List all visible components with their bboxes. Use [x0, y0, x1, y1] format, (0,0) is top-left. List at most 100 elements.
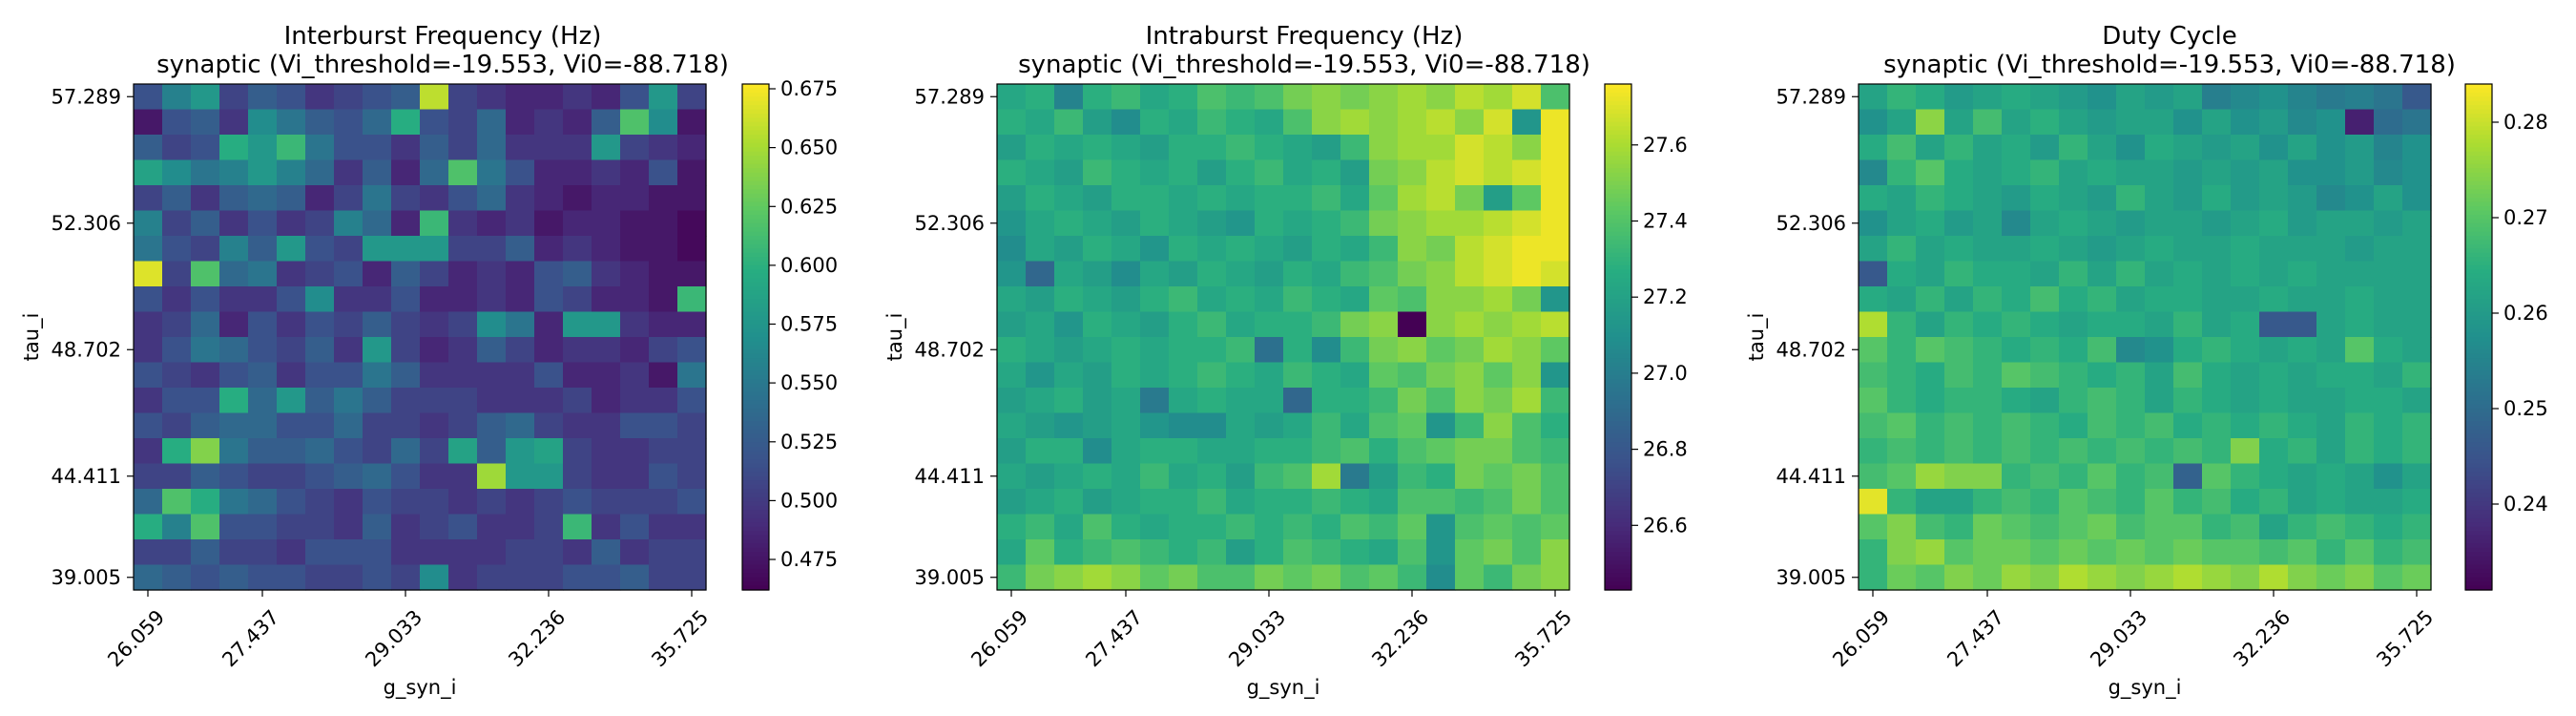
heatmap-cell	[2288, 185, 2317, 212]
colorbar-segment	[2465, 547, 2492, 553]
heatmap-cell	[219, 261, 249, 287]
heatmap-cell	[1973, 388, 2003, 414]
heatmap-cell	[477, 135, 507, 161]
heatmap-cell	[1026, 311, 1055, 338]
heatmap-cell	[391, 210, 421, 237]
heatmap-cell	[1283, 463, 1313, 490]
colorbar-segment	[2465, 231, 2492, 237]
heatmap-cell	[1859, 388, 1888, 414]
heatmap-cell	[2088, 84, 2117, 111]
heatmap-cell	[506, 286, 535, 313]
heatmap-cell	[2145, 286, 2174, 313]
heatmap-cell	[2116, 412, 2146, 439]
heatmap-cell	[2173, 135, 2203, 161]
heatmap-cell	[191, 286, 220, 313]
heatmap-cell	[305, 311, 335, 338]
heatmap-cell	[2345, 135, 2375, 161]
heatmap-cell	[2145, 261, 2174, 287]
colorbar-segment	[2465, 556, 2492, 561]
heatmap-cell	[1426, 388, 1456, 414]
heatmap-cell	[649, 564, 678, 591]
heatmap-panel-interburst: Interburst Frequency (Hz) synaptic (Vi_t…	[20, 22, 838, 700]
heatmap-cell	[1916, 311, 1945, 338]
colorbar	[1605, 84, 1631, 591]
heatmap-cell	[1944, 388, 1974, 414]
colorbar-segment	[1605, 412, 1631, 418]
heatmap-cell	[2288, 564, 2317, 591]
x-axis-ticks: 26.059 27.437 29.033 32.236 35.725	[966, 590, 1576, 671]
heatmap-cell	[2374, 438, 2403, 465]
heatmap-cell	[363, 210, 392, 237]
heatmap-cell	[2374, 362, 2403, 389]
heatmap-cell	[2088, 388, 2117, 414]
heatmap-cell	[2145, 185, 2174, 212]
heatmap-cell	[2288, 539, 2317, 566]
heatmap-cell	[1944, 362, 1974, 389]
heatmap-cell	[2030, 84, 2060, 111]
heatmap-cell	[1455, 286, 1485, 313]
heatmap-cell	[534, 463, 564, 490]
heatmap-cell	[1226, 286, 1256, 313]
heatmap-cell	[2002, 109, 2031, 136]
colorbar-segment	[2465, 273, 2492, 279]
heatmap-cell	[997, 286, 1027, 313]
colorbar-segment	[1605, 560, 1631, 566]
colorbar-segment	[1605, 227, 1631, 233]
heatmap-cell	[1484, 286, 1513, 313]
heatmap-cell	[1973, 362, 2003, 389]
colorbar-segment	[1605, 299, 1631, 305]
heatmap-cell	[1054, 489, 1084, 516]
heatmap-cell	[677, 159, 707, 186]
heatmap-cell	[1944, 135, 1974, 161]
x-tick-label: 26.059	[103, 605, 169, 671]
heatmap-cell	[1111, 311, 1141, 338]
heatmap-cell	[1944, 236, 1974, 263]
heatmap-cell	[1916, 438, 1945, 465]
colorbar-segment	[742, 240, 769, 245]
colorbar-segment	[1605, 547, 1631, 553]
heatmap-cell	[1197, 514, 1227, 540]
heatmap-cell	[1197, 489, 1227, 516]
heatmap-cell	[1197, 109, 1227, 136]
heatmap-cell	[1283, 514, 1313, 540]
colorbar-segment	[742, 433, 769, 439]
heatmap-cell	[420, 438, 449, 465]
heatmap-cell	[248, 286, 278, 313]
heatmap-cell	[1255, 438, 1284, 465]
heatmap-cell	[1340, 159, 1370, 186]
heatmap-cell	[1887, 159, 1917, 186]
heatmap-cell	[2202, 412, 2232, 439]
heatmap-cell	[1312, 337, 1341, 364]
heatmap-cell	[1859, 438, 1888, 465]
heatmap-cell	[2173, 185, 2203, 212]
heatmap-cell	[1455, 135, 1485, 161]
y-tick-label: 39.005	[1776, 566, 1846, 589]
heatmap-cell	[1083, 286, 1112, 313]
heatmap-cell	[334, 236, 364, 263]
heatmap-cell	[534, 311, 564, 338]
heatmap-cell	[1916, 388, 1945, 414]
colorbar-segment	[2465, 463, 2492, 469]
heatmap-cell	[1398, 489, 1427, 516]
colorbar-segment	[742, 243, 769, 249]
heatmap-cell	[1512, 159, 1542, 186]
colorbar-segment	[742, 142, 769, 148]
heatmap-cell	[334, 489, 364, 516]
heatmap-cell	[2374, 514, 2403, 540]
heatmap-cell	[677, 84, 707, 111]
heatmap-cell	[1054, 210, 1084, 237]
heatmap-cell	[2259, 412, 2289, 439]
heatmap-cell	[1973, 539, 2003, 566]
colorbar-segment	[742, 315, 769, 321]
heatmap-cell	[1226, 463, 1256, 490]
heatmap-cell	[191, 362, 220, 389]
heatmap-cell	[1140, 185, 1170, 212]
heatmap-cell	[534, 412, 564, 439]
heatmap-cell	[1283, 236, 1313, 263]
heatmap-cell	[305, 261, 335, 287]
y-axis-label: tau_i	[1745, 313, 1769, 362]
colorbar-segment	[742, 475, 769, 481]
colorbar-frame	[2464, 83, 2493, 591]
heatmap-cell	[620, 286, 650, 313]
heatmap-cell	[1426, 412, 1456, 439]
